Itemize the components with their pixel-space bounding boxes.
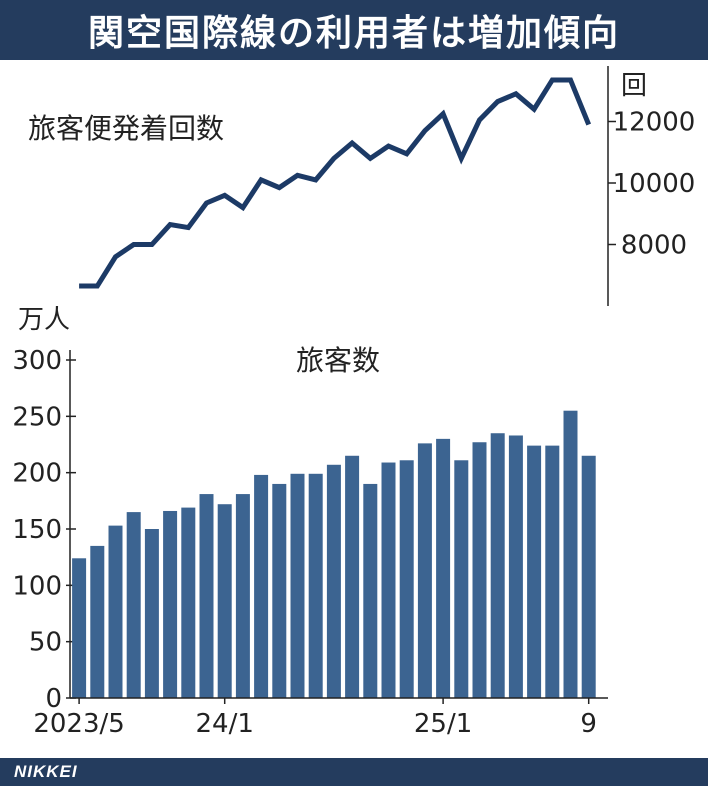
bar-unit-label: 万人 — [18, 305, 70, 335]
bar-y-tick-label: 250 — [12, 402, 62, 432]
bar — [199, 494, 214, 698]
bar — [454, 460, 469, 698]
bar — [126, 512, 141, 698]
bar-y-tick-label: 150 — [12, 515, 62, 545]
page-title: 関空国際線の利用者は増加傾向 — [87, 13, 620, 54]
bar — [381, 462, 396, 698]
bar — [345, 455, 360, 698]
bar-y-tick-label: 100 — [12, 571, 62, 601]
bar — [290, 473, 305, 698]
bar — [436, 438, 451, 698]
bar — [399, 460, 414, 698]
line-y-tick-label: 10000 — [613, 169, 696, 199]
bar — [72, 558, 87, 698]
line-y-tick-label: 8000 — [621, 231, 687, 261]
bar-x-tick-label: 9 — [580, 709, 597, 739]
bar — [563, 410, 578, 698]
bar — [108, 525, 123, 698]
bar-y-tick-label: 50 — [29, 628, 62, 658]
bar — [90, 545, 105, 698]
bar-y-tick-label: 200 — [12, 459, 62, 489]
footer-bar: NIKKEI — [0, 758, 708, 786]
bar-x-tick-label: 24/1 — [196, 709, 254, 739]
bar — [217, 504, 232, 698]
bar — [363, 483, 378, 698]
nikkei-logo: NIKKEI — [14, 762, 78, 781]
bar — [254, 474, 269, 698]
bar-x-tick-label: 25/1 — [414, 709, 472, 739]
bar-y-tick-label: 0 — [45, 684, 62, 714]
bar-y-tick-label: 300 — [12, 346, 62, 376]
bar — [417, 443, 432, 698]
bar — [308, 473, 323, 698]
series-line — [79, 77, 592, 289]
bar — [472, 442, 487, 698]
bar — [144, 529, 159, 698]
bar — [326, 464, 341, 698]
line-y-tick-label: 12000 — [613, 108, 696, 138]
line-unit-label: 回 — [621, 71, 647, 101]
bar — [545, 445, 560, 698]
bar — [181, 507, 196, 698]
bar — [527, 445, 542, 698]
bar-x-tick-label: 2023/5 — [33, 709, 124, 739]
line-chart-title: 旅客便発着回数 — [28, 112, 224, 145]
bar — [508, 435, 523, 698]
bar — [581, 455, 596, 698]
bar — [163, 510, 178, 698]
bar — [490, 433, 505, 698]
bar-chart-title: 旅客数 — [296, 344, 380, 377]
title-bar: 関空国際線の利用者は増加傾向 — [0, 0, 708, 60]
bar — [235, 494, 250, 698]
bar — [272, 483, 287, 698]
